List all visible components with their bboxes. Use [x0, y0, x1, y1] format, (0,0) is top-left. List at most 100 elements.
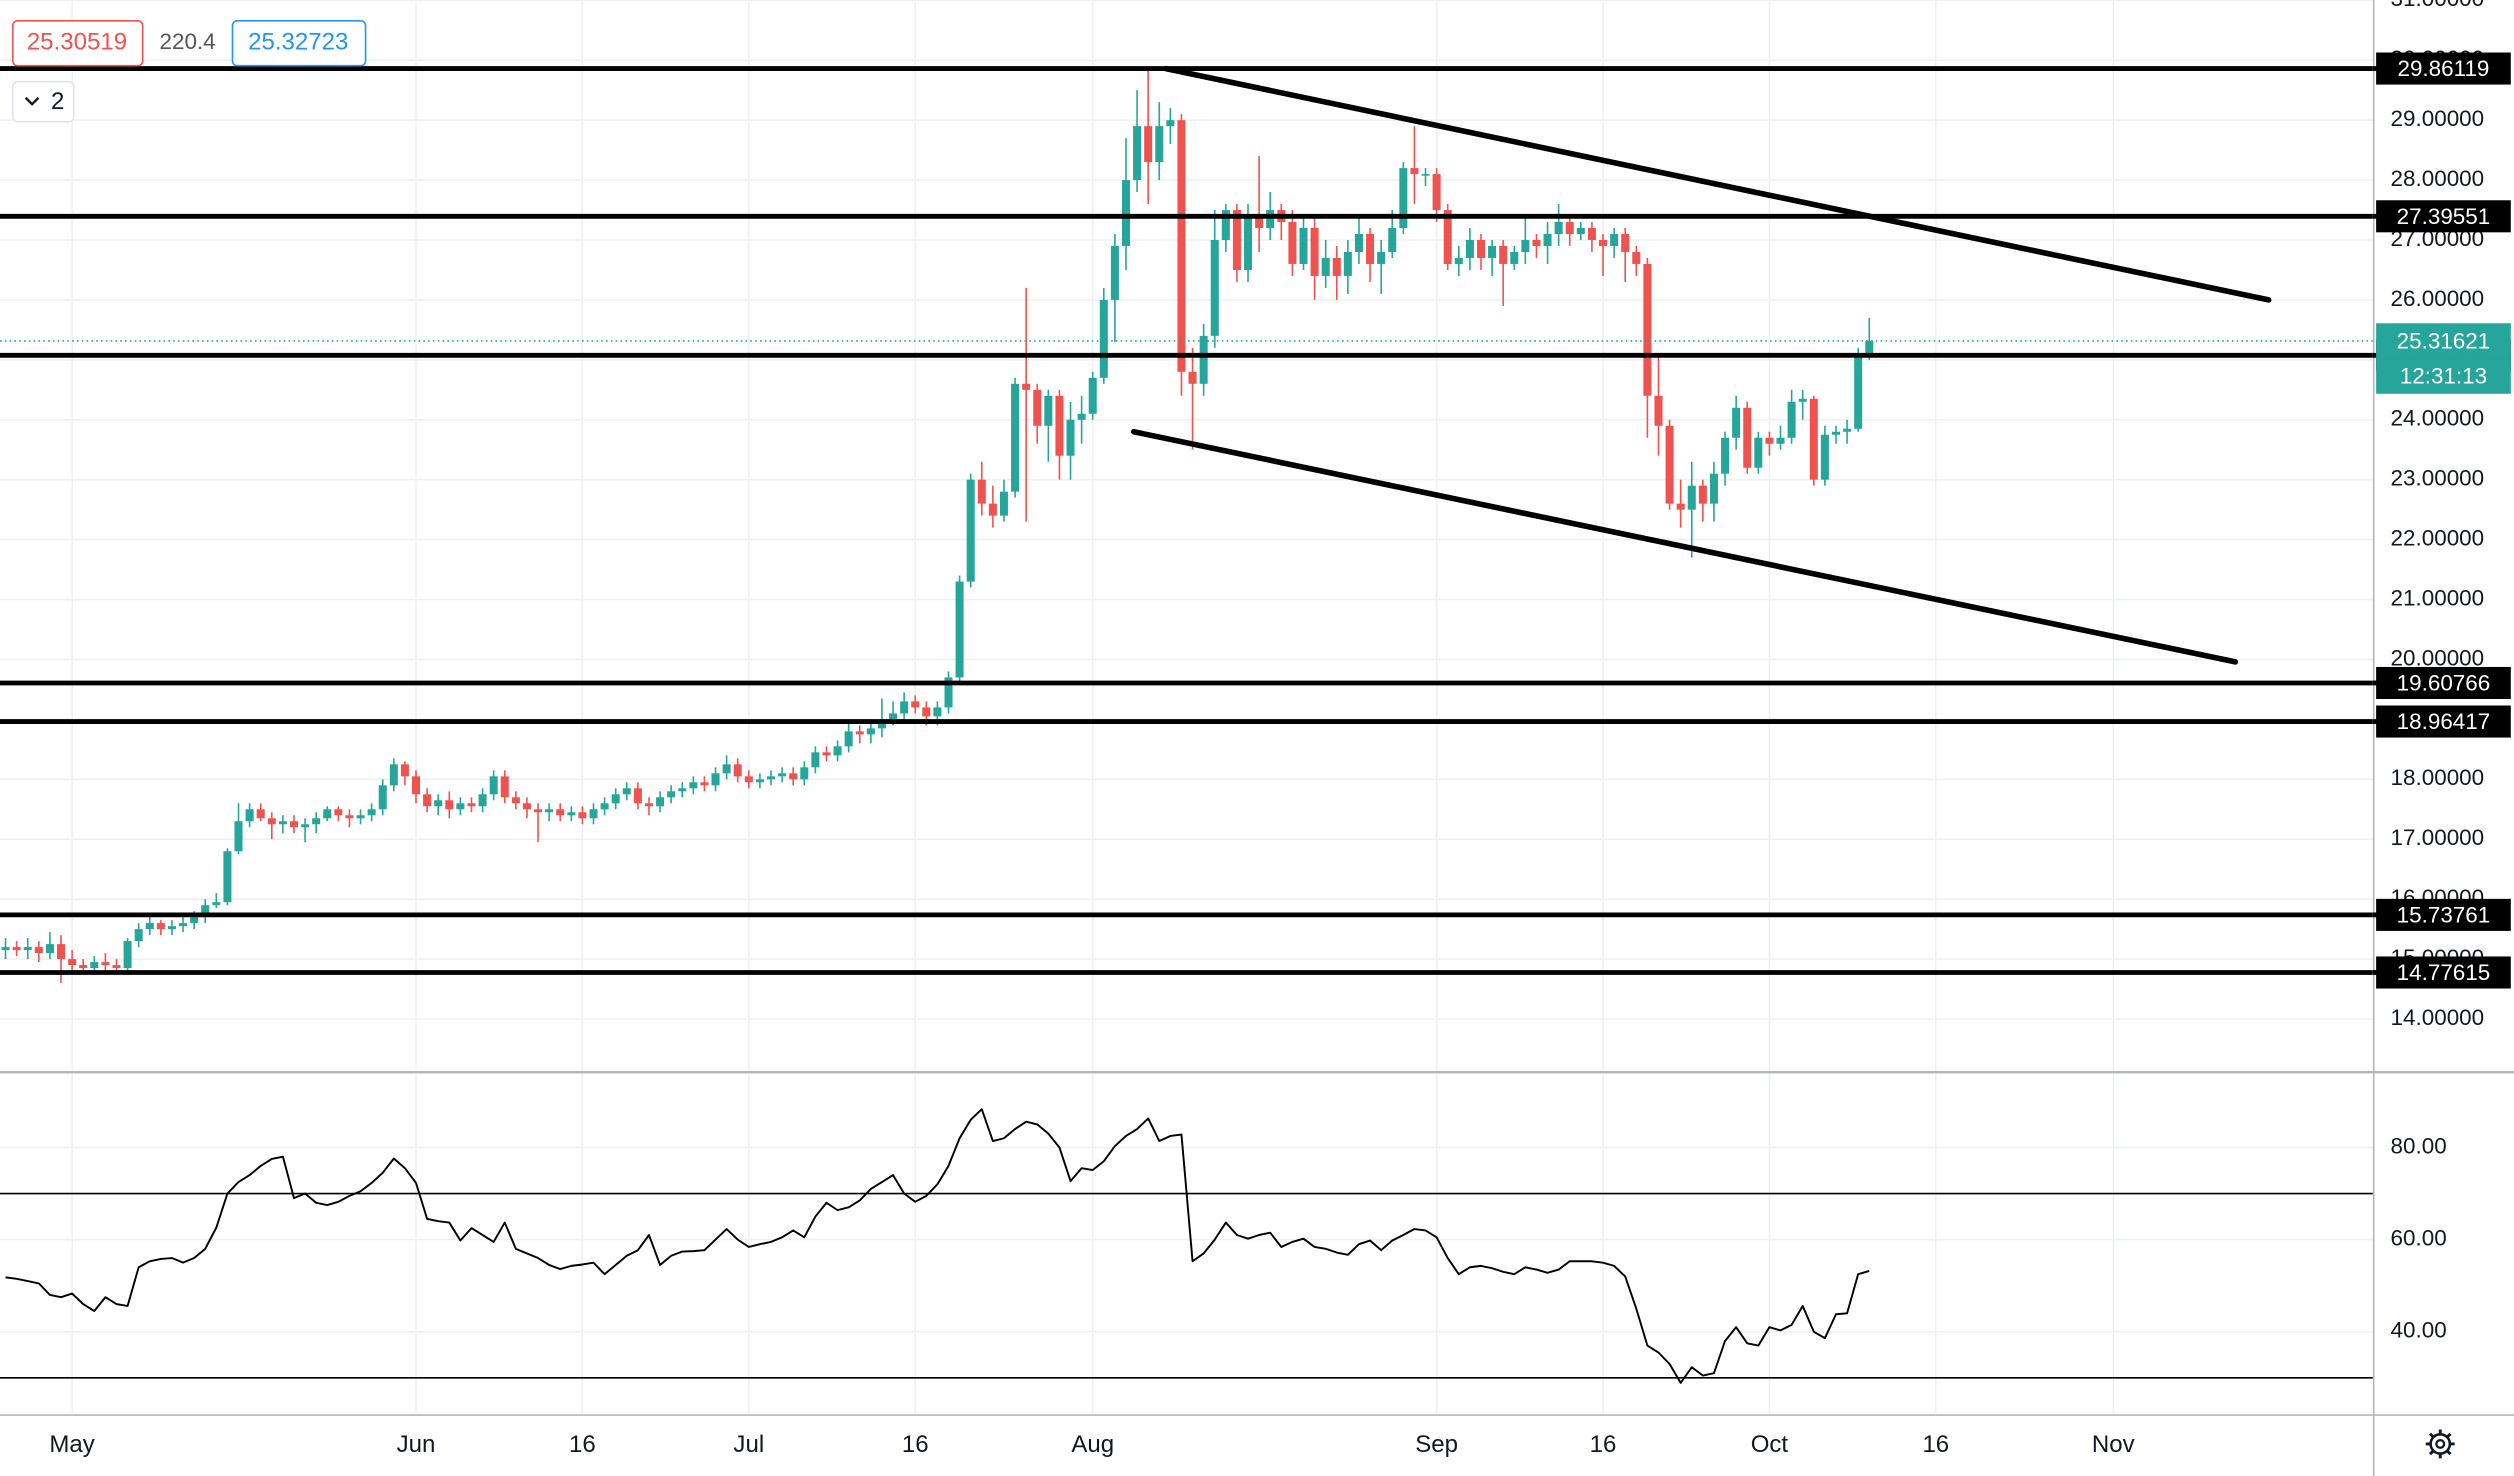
level-label-box: [2376, 705, 2511, 738]
candle-body: [922, 707, 931, 717]
gear-teeth[interactable]: [2425, 1429, 2455, 1459]
spread: 220.4: [160, 29, 216, 54]
candle-body: [855, 731, 864, 735]
bid-price[interactable]: 25.30519: [27, 29, 127, 56]
candle-body: [1033, 389, 1042, 426]
candle-body: [1643, 263, 1652, 396]
candle-body: [1343, 251, 1352, 276]
candle-body: [1587, 228, 1596, 240]
candle-body: [1, 947, 10, 951]
candle-body: [1521, 239, 1530, 252]
candle-body: [534, 809, 543, 813]
level-label-box: [2376, 52, 2511, 85]
candle-body: [977, 479, 986, 504]
candle-body: [456, 803, 465, 810]
y-tick-label: 26.00000: [2391, 286, 2485, 311]
level-label: 14.77615: [2397, 960, 2491, 985]
candle-body: [1854, 353, 1863, 429]
candle-body: [256, 809, 265, 819]
candle-body: [1576, 228, 1585, 235]
collapse-button[interactable]: [12, 80, 75, 123]
candle-body: [1144, 126, 1153, 163]
candle-body: [589, 809, 598, 819]
candle-body: [1354, 234, 1363, 252]
candle-body: [278, 821, 287, 825]
price-pane: [0, 65, 2373, 984]
candle-body: [1754, 437, 1763, 468]
candle-body: [1088, 377, 1097, 414]
candle-body: [68, 959, 77, 966]
candle-body: [1155, 126, 1164, 163]
level-label: 19.60766: [2397, 671, 2491, 696]
candle-body: [611, 794, 620, 804]
candle-body: [90, 962, 99, 969]
candle-body: [345, 815, 354, 819]
candle-body: [1388, 228, 1397, 252]
candle-body: [545, 809, 554, 813]
candle-body: [301, 824, 310, 828]
candle-body: [1232, 210, 1241, 270]
candle-body: [733, 764, 742, 777]
candle-body: [778, 773, 787, 777]
candle-body: [1865, 340, 1874, 354]
candle-body: [1332, 257, 1341, 276]
candle-body: [822, 752, 831, 756]
candle-body: [1110, 245, 1119, 300]
candle-body: [656, 797, 665, 807]
y-tick-label: 23.00000: [2391, 466, 2485, 491]
candle-body: [944, 677, 953, 708]
candle-body: [1743, 407, 1752, 468]
candle-body: [511, 797, 520, 804]
candle-body: [378, 785, 387, 810]
candle-body: [434, 800, 443, 807]
candle-body: [633, 788, 642, 804]
rsi-pane: [0, 1108, 2373, 1384]
candle-body: [966, 479, 975, 582]
candle-body: [334, 809, 343, 816]
candle-body: [955, 581, 964, 678]
candle-body: [389, 764, 398, 786]
candle-body: [1510, 251, 1519, 264]
candle-body: [1077, 413, 1086, 420]
settings-button[interactable]: [2425, 1429, 2455, 1459]
x-tick-label: Nov: [2092, 1431, 2135, 1458]
candle-body: [356, 815, 365, 819]
candle-body: [522, 803, 531, 810]
price-labels: 29.8611927.3955125.0756119.6076618.96417…: [2372, 52, 2511, 989]
x-tick-label: 16: [1590, 1431, 1617, 1458]
candle-body: [1732, 407, 1741, 438]
candle-body: [1488, 245, 1497, 258]
candle-body: [578, 812, 587, 819]
candle-body: [1099, 299, 1108, 378]
ask-button[interactable]: [231, 20, 367, 67]
candle-body: [811, 752, 820, 768]
candle-body: [678, 788, 687, 792]
candle-body: [600, 803, 609, 810]
candle-body: [800, 767, 809, 780]
candle-body: [34, 947, 43, 954]
candle-body: [234, 821, 243, 852]
chevron-icon[interactable]: [24, 96, 40, 106]
countdown-label: 12:31:13: [2400, 364, 2487, 389]
candle-body: [1798, 398, 1807, 402]
bid-button[interactable]: [12, 20, 144, 67]
candle-body: [700, 782, 709, 786]
candle-body: [478, 794, 487, 807]
x-tick-label: 16: [569, 1431, 596, 1458]
y-tick-label: 28.00000: [2391, 166, 2485, 191]
trend-line: [1130, 428, 2239, 665]
gear-hub[interactable]: [2435, 1438, 2446, 1449]
candle-body: [1299, 228, 1308, 264]
indicator-count[interactable]: 2: [51, 88, 64, 115]
candle-body: [1843, 428, 1852, 432]
trend-line: [1163, 65, 2272, 303]
ask-price[interactable]: 25.32723: [248, 29, 348, 56]
candle-body: [667, 791, 676, 798]
candle-body: [1765, 437, 1774, 444]
candle-body: [744, 776, 753, 783]
candle-body: [101, 962, 110, 966]
candle-body: [367, 809, 376, 816]
x-tick-label: 16: [902, 1431, 929, 1458]
candle-body: [245, 809, 254, 822]
